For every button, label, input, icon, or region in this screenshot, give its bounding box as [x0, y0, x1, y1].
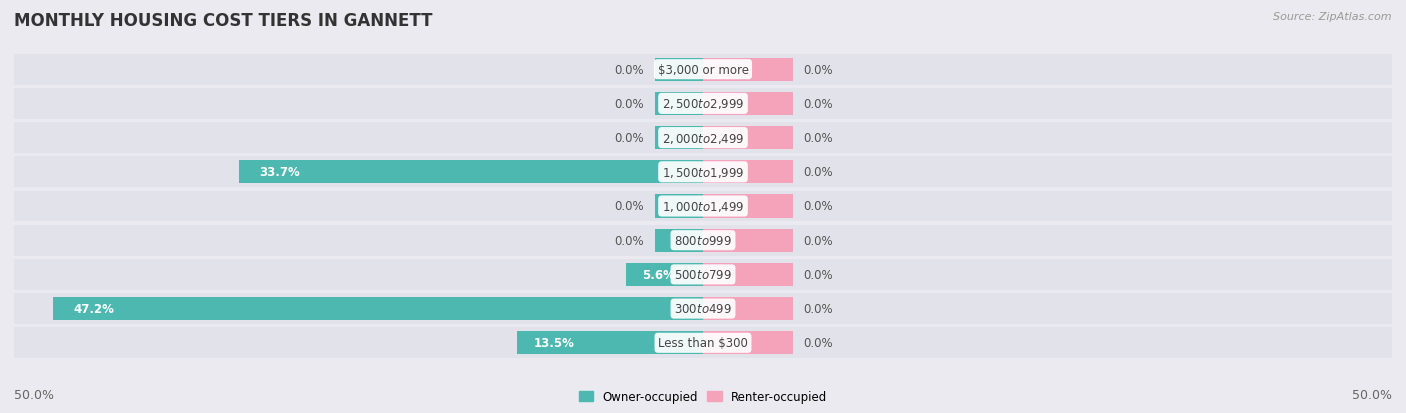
Bar [14, 259, 1392, 290]
Text: $800 to $999: $800 to $999 [673, 234, 733, 247]
Bar [14, 191, 1392, 222]
Text: 0.0%: 0.0% [804, 64, 834, 76]
Text: $1,000 to $1,499: $1,000 to $1,499 [662, 199, 744, 214]
Text: 47.2%: 47.2% [73, 302, 114, 316]
Bar [703, 127, 793, 150]
Bar [703, 93, 793, 116]
Text: 0.0%: 0.0% [614, 97, 644, 111]
Bar [703, 297, 793, 320]
Text: 13.5%: 13.5% [533, 337, 575, 349]
Text: 0.0%: 0.0% [614, 64, 644, 76]
Bar [703, 229, 793, 252]
Text: 0.0%: 0.0% [614, 200, 644, 213]
Bar [14, 157, 1392, 188]
Text: MONTHLY HOUSING COST TIERS IN GANNETT: MONTHLY HOUSING COST TIERS IN GANNETT [14, 12, 433, 30]
Text: $2,500 to $2,999: $2,500 to $2,999 [662, 97, 744, 111]
Text: $300 to $499: $300 to $499 [673, 302, 733, 316]
Bar [14, 89, 1392, 119]
Text: 50.0%: 50.0% [1353, 388, 1392, 401]
Text: 5.6%: 5.6% [643, 268, 675, 281]
Text: 0.0%: 0.0% [614, 132, 644, 145]
Text: $2,000 to $2,499: $2,000 to $2,499 [662, 131, 744, 145]
Bar [626, 263, 703, 286]
Text: Source: ZipAtlas.com: Source: ZipAtlas.com [1274, 12, 1392, 22]
Bar [14, 328, 1392, 358]
Bar [14, 294, 1392, 324]
Bar [655, 229, 703, 252]
Bar [239, 161, 703, 184]
Text: 0.0%: 0.0% [804, 337, 834, 349]
Text: 50.0%: 50.0% [14, 388, 53, 401]
Text: 0.0%: 0.0% [804, 97, 834, 111]
Bar [517, 331, 703, 355]
Text: 0.0%: 0.0% [804, 200, 834, 213]
Text: 33.7%: 33.7% [259, 166, 299, 179]
Bar [703, 331, 793, 355]
Text: $500 to $799: $500 to $799 [673, 268, 733, 281]
Bar [655, 127, 703, 150]
Legend: Owner-occupied, Renter-occupied: Owner-occupied, Renter-occupied [574, 385, 832, 408]
Bar [703, 263, 793, 286]
Text: $3,000 or more: $3,000 or more [658, 64, 748, 76]
Bar [655, 195, 703, 218]
Text: 0.0%: 0.0% [804, 132, 834, 145]
Text: $1,500 to $1,999: $1,500 to $1,999 [662, 165, 744, 179]
Text: 0.0%: 0.0% [804, 234, 834, 247]
Bar [14, 123, 1392, 154]
Bar [703, 58, 793, 82]
Text: 0.0%: 0.0% [804, 166, 834, 179]
Bar [52, 297, 703, 320]
Text: Less than $300: Less than $300 [658, 337, 748, 349]
Bar [14, 225, 1392, 256]
Bar [703, 195, 793, 218]
Bar [703, 161, 793, 184]
Bar [14, 55, 1392, 85]
Text: 0.0%: 0.0% [804, 268, 834, 281]
Bar [655, 58, 703, 82]
Bar [655, 93, 703, 116]
Text: 0.0%: 0.0% [804, 302, 834, 316]
Text: 0.0%: 0.0% [614, 234, 644, 247]
